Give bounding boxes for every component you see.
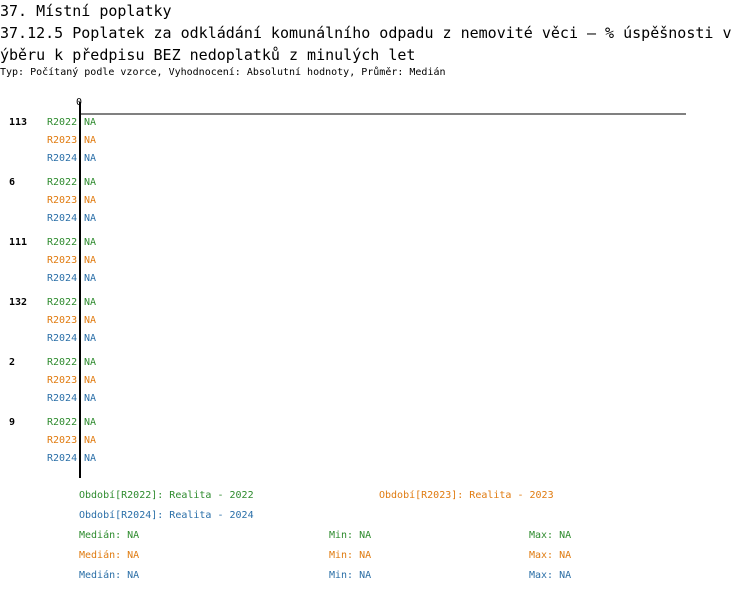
stat-median: Medián: NA xyxy=(79,550,140,561)
chart-title-line-2: ýběru k předpisu BEZ nedoplatků z minulý… xyxy=(0,46,416,64)
category-label: 113 xyxy=(9,117,28,128)
data-value-label: NA xyxy=(84,357,97,368)
chart-title-line-1: 37.12.5 Poplatek za odkládání komunálníh… xyxy=(0,24,732,42)
data-value-label: NA xyxy=(84,297,97,308)
data-value-label: NA xyxy=(84,255,97,266)
data-value-label: NA xyxy=(84,417,97,428)
category-label: 2 xyxy=(9,357,16,368)
data-value-label: NA xyxy=(84,435,97,446)
stat-median: Medián: NA xyxy=(79,570,140,581)
category-label: 111 xyxy=(9,237,28,248)
x-tick-label: 0 xyxy=(76,97,83,108)
stat-min: Min: NA xyxy=(329,550,372,561)
data-value-label: NA xyxy=(84,195,97,206)
series-row-label: R2024 xyxy=(47,453,78,464)
stat-max: Max: NA xyxy=(529,570,572,581)
stat-median: Medián: NA xyxy=(79,530,140,541)
data-value-label: NA xyxy=(84,153,97,164)
series-row-label: R2024 xyxy=(47,213,78,224)
series-row-label: R2023 xyxy=(47,375,78,386)
series-row-label: R2024 xyxy=(47,273,78,284)
data-value-label: NA xyxy=(84,375,97,386)
legend-entry: Období[R2023]: Realita - 2023 xyxy=(379,490,554,501)
category-label: 9 xyxy=(9,417,16,428)
series-row-label: R2022 xyxy=(47,357,78,368)
category-label: 132 xyxy=(9,297,28,308)
data-value-label: NA xyxy=(84,135,97,146)
data-value-label: NA xyxy=(84,177,97,188)
series-row-label: R2022 xyxy=(47,417,78,428)
series-row-label: R2023 xyxy=(47,135,78,146)
data-value-label: NA xyxy=(84,213,97,224)
series-row-label: R2024 xyxy=(47,393,78,404)
data-value-label: NA xyxy=(84,453,97,464)
series-row-label: R2024 xyxy=(47,153,78,164)
series-row-label: R2024 xyxy=(47,333,78,344)
series-row-label: R2022 xyxy=(47,297,78,308)
data-value-label: NA xyxy=(84,333,97,344)
series-row-label: R2022 xyxy=(47,237,78,248)
legend-entry: Období[R2024]: Realita - 2024 xyxy=(79,510,254,521)
series-row-label: R2022 xyxy=(47,117,78,128)
data-value-label: NA xyxy=(84,273,97,284)
series-row-label: R2023 xyxy=(47,435,78,446)
data-value-label: NA xyxy=(84,315,97,326)
stat-max: Max: NA xyxy=(529,530,572,541)
stat-min: Min: NA xyxy=(329,530,372,541)
series-row-label: R2022 xyxy=(47,177,78,188)
series-row-label: R2023 xyxy=(47,315,78,326)
chart-subtitle: Typ: Počítaný podle vzorce, Vyhodnocení:… xyxy=(0,67,446,78)
section-title: 37. Místní poplatky xyxy=(0,2,172,20)
data-value-label: NA xyxy=(84,237,97,248)
series-row-label: R2023 xyxy=(47,195,78,206)
category-label: 6 xyxy=(9,177,16,188)
stat-min: Min: NA xyxy=(329,570,372,581)
data-value-label: NA xyxy=(84,117,97,128)
stat-max: Max: NA xyxy=(529,550,572,561)
legend-entry: Období[R2022]: Realita - 2022 xyxy=(79,490,254,501)
data-value-label: NA xyxy=(84,393,97,404)
series-row-label: R2023 xyxy=(47,255,78,266)
